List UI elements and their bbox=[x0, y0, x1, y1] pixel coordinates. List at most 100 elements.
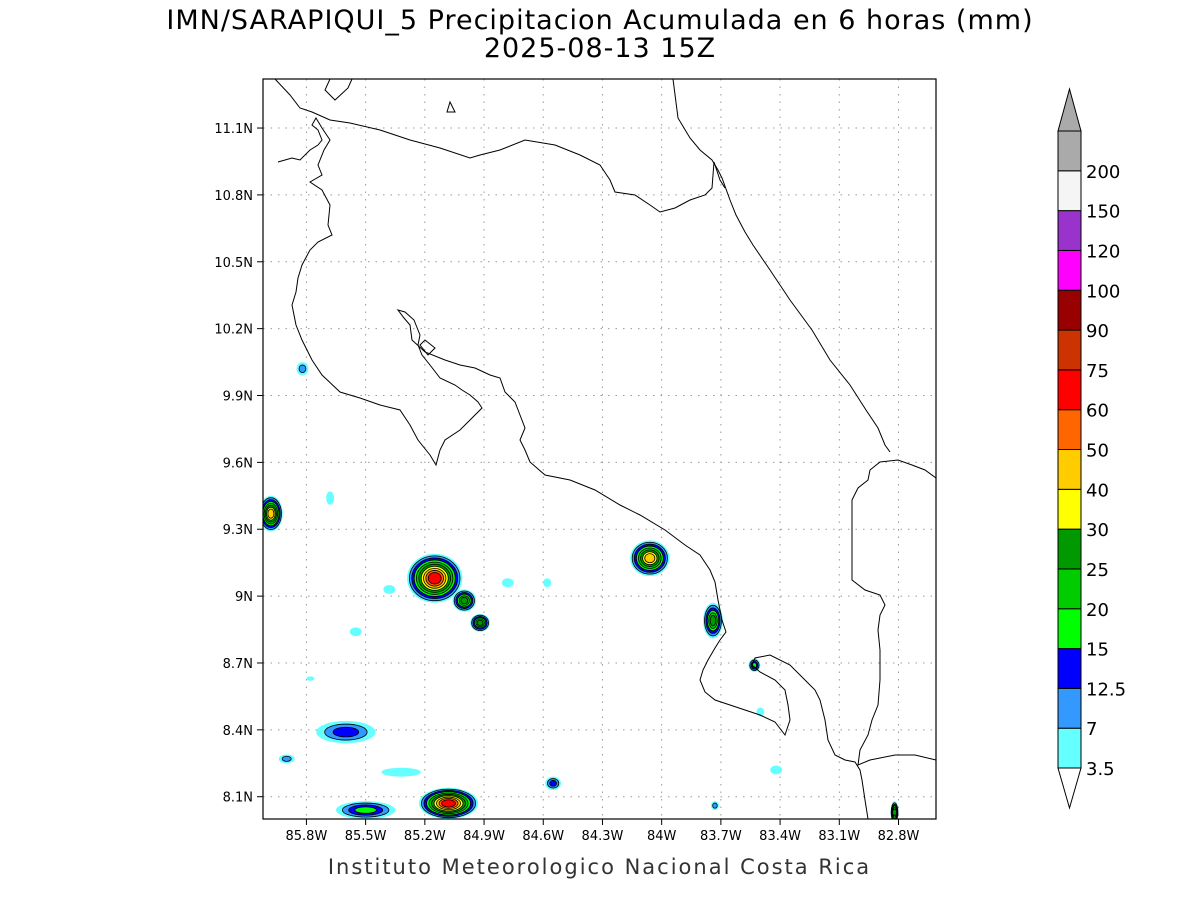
rain-band-12-5 bbox=[332, 726, 360, 738]
colorbar-label: 40 bbox=[1086, 480, 1109, 501]
tick-label-lat: 10.2N bbox=[214, 323, 253, 338]
rain-band-25 bbox=[460, 596, 469, 605]
tick-label-lat: 10.8N bbox=[214, 189, 253, 204]
tick-label-lat: 8.4N bbox=[223, 724, 253, 739]
colorbar-label: 50 bbox=[1086, 441, 1109, 462]
colorbar-swatch bbox=[1057, 170, 1082, 212]
rain-cell bbox=[630, 540, 670, 577]
rain-band-3-5 bbox=[543, 578, 552, 588]
colorbar-label: 12.5 bbox=[1086, 679, 1126, 700]
rain-band-60 bbox=[427, 572, 442, 585]
colorbar-swatch bbox=[1057, 488, 1082, 530]
rain-cell bbox=[381, 767, 421, 777]
rain-band-7 bbox=[298, 364, 307, 374]
colorbar-swatch bbox=[1057, 289, 1082, 331]
map-background bbox=[263, 79, 936, 819]
tick-label-lat: 8.1N bbox=[223, 791, 253, 806]
rain-band-3-5 bbox=[383, 584, 396, 594]
rain-cell bbox=[703, 602, 723, 639]
rain-band-7 bbox=[712, 802, 718, 809]
colorbar-swatch bbox=[1057, 648, 1082, 689]
colorbar-swatch bbox=[1057, 568, 1082, 610]
tick-label-lon: 85.5W bbox=[345, 829, 387, 844]
rainfall-contours bbox=[263, 362, 899, 819]
tick-label-lon: 82.8W bbox=[878, 829, 920, 844]
tick-label-lon: 84.9W bbox=[463, 829, 505, 844]
colorbar-label: 200 bbox=[1086, 162, 1120, 183]
rain-cell bbox=[383, 584, 396, 594]
tick-label-lon: 83.1W bbox=[818, 829, 860, 844]
colorbar-below-arrow bbox=[1057, 767, 1082, 810]
rain-band-3-5 bbox=[326, 491, 335, 505]
colorbar-label: 7 bbox=[1086, 719, 1097, 740]
colorbar-label: 150 bbox=[1086, 202, 1120, 223]
coastline-panama bbox=[851, 459, 936, 766]
rain-band-7 bbox=[281, 755, 292, 762]
colorbar-label: 90 bbox=[1086, 321, 1109, 342]
colorbar-swatch bbox=[1057, 210, 1082, 251]
rain-cell bbox=[452, 589, 477, 612]
rain-cell bbox=[711, 801, 719, 811]
coastline-caribbean bbox=[672, 79, 891, 453]
colorbar-swatch bbox=[1057, 687, 1082, 729]
rain-cell bbox=[545, 776, 562, 791]
coastline-island bbox=[446, 100, 456, 113]
rain-band-3-5 bbox=[770, 765, 783, 775]
tick-label-lon: 85.8W bbox=[286, 829, 328, 844]
tick-label-lon: 83.4W bbox=[759, 829, 801, 844]
rain-cell bbox=[306, 676, 315, 681]
colorbar-swatch bbox=[1057, 449, 1082, 490]
rain-band-3-5 bbox=[349, 627, 362, 637]
chart-subtitle-date: 2025-08-13 15Z bbox=[483, 33, 717, 64]
rain-cell bbox=[543, 578, 552, 588]
colorbar-swatch bbox=[1057, 528, 1082, 570]
tick-label-lat: 8.7N bbox=[223, 657, 253, 672]
colorbar-label: 100 bbox=[1086, 281, 1120, 302]
coastline-gulf-island bbox=[419, 339, 436, 356]
colorbar-swatch bbox=[1057, 329, 1082, 371]
colorbar-swatch bbox=[1057, 608, 1082, 650]
colorbar-swatch bbox=[1057, 727, 1082, 769]
colorbar: 3.5 7 12.5 15 20 25 30 40 50 60 75 90 100 120 150 200 bbox=[1057, 87, 1126, 810]
colorbar-label: 120 bbox=[1086, 241, 1120, 262]
tick-label-lat: 9.9N bbox=[223, 390, 253, 405]
rain-cell bbox=[890, 801, 899, 819]
tick-label-lon: 83.7W bbox=[700, 829, 742, 844]
colorbar-label: 15 bbox=[1086, 640, 1109, 661]
rain-band-40 bbox=[644, 553, 656, 564]
rain-band-60 bbox=[441, 799, 456, 808]
rain-cell bbox=[263, 495, 283, 532]
rain-band-12-5 bbox=[549, 780, 557, 787]
rain-cell bbox=[278, 754, 295, 764]
rain-band-25 bbox=[709, 615, 717, 627]
rain-cell bbox=[470, 613, 490, 632]
rain-cell bbox=[296, 362, 309, 376]
rain-cell bbox=[418, 787, 479, 819]
rain-band-25 bbox=[892, 808, 897, 816]
tick-label-lat: 9N bbox=[235, 590, 253, 605]
rain-band-25 bbox=[476, 619, 484, 626]
chart-title: IMN/SARAPIQUI_5 Precipitacion Acumulada … bbox=[166, 5, 1034, 36]
rain-band-3-5 bbox=[306, 676, 315, 681]
colorbar-label: 60 bbox=[1086, 401, 1109, 422]
tick-label-lat: 9.6N bbox=[223, 456, 253, 471]
rain-cell bbox=[336, 801, 396, 819]
colorbar-label: 30 bbox=[1086, 520, 1109, 541]
rain-band-3-5 bbox=[501, 578, 514, 588]
map-axes: 85.8W 85.5W 85.2W 84.9W 84.6W 84.3W 84W 83.7W 83… bbox=[214, 122, 919, 844]
rain-band-3-5 bbox=[381, 767, 421, 777]
coastline-pacific bbox=[277, 117, 869, 819]
tick-label-lon: 84.6W bbox=[522, 829, 564, 844]
tick-label-lon: 84.3W bbox=[582, 829, 624, 844]
coastline-lake-north bbox=[324, 79, 353, 101]
coastline-lake-shore bbox=[274, 79, 726, 213]
colorbar-swatch bbox=[1057, 130, 1082, 172]
tick-label-lon: 85.2W bbox=[404, 829, 446, 844]
rain-cell bbox=[316, 720, 376, 744]
rain-cell bbox=[501, 578, 514, 588]
tick-label-lat: 9.3N bbox=[223, 523, 253, 538]
tick-label-lat: 11.1N bbox=[214, 122, 253, 137]
colorbar-label: 25 bbox=[1086, 560, 1109, 581]
colorbar-above-arrow bbox=[1057, 87, 1082, 132]
